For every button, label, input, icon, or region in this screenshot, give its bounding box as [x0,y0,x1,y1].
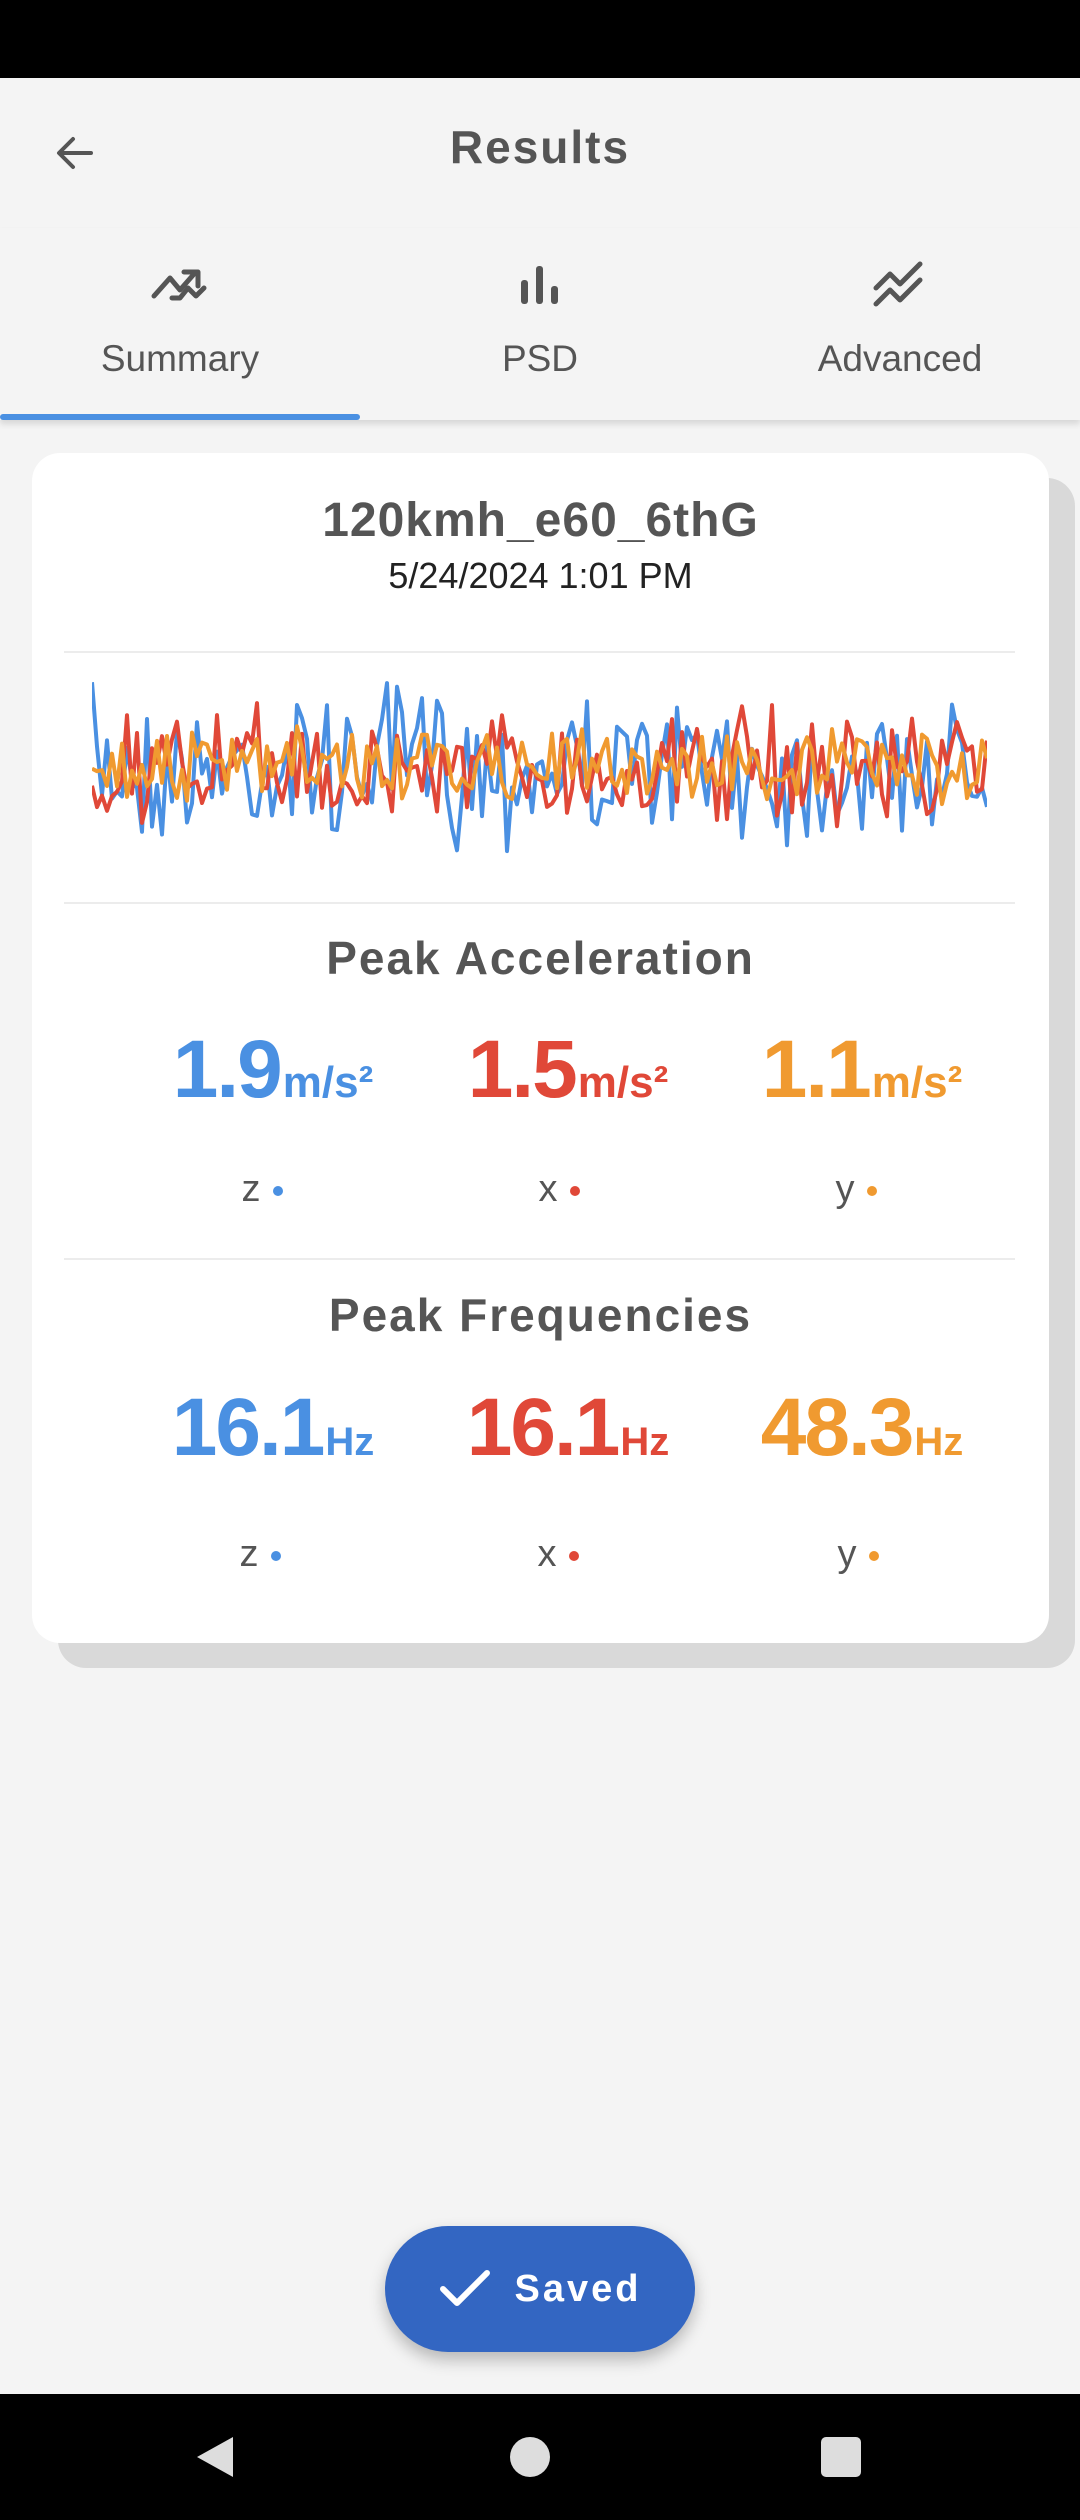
peak-frequency-y-value: 48.3 [760,1382,915,1473]
peak-frequencies-title: Peak Frequencies [328,1289,753,1341]
peak-frequency-x-unit: Hz [620,1420,670,1464]
peak-frequency-y: 48.3Hz [712,1381,1012,1475]
axis-label-z: z [202,1168,322,1211]
status-bar [0,0,1080,78]
recording-date: 5/24/2024 1:01 PM [388,555,693,596]
peak-acceleration-x: 1.5m/s² [418,1023,718,1117]
divider [64,651,1015,653]
peak-acceleration-z-value: 1.9 [172,1024,283,1115]
page-title: Results [449,121,631,173]
divider [64,902,1015,904]
x-color-dot [568,1550,579,1561]
peak-acceleration-z: 1.9m/s² [123,1023,423,1117]
tab-psd-label: PSD [501,338,579,379]
tab-indicator [0,414,360,420]
y-color-dot [868,1550,879,1561]
tab-summary-label: Summary [100,338,260,379]
tab-psd[interactable]: PSD [360,228,720,420]
z-color-dot [270,1550,281,1561]
results-card: 120kmh_e60_6thG 5/24/2024 1:01 PM Peak A… [32,453,1049,1643]
tab-advanced[interactable]: Advanced [720,228,1080,420]
z-color-dot [272,1185,283,1196]
peak-frequency-y-unit: Hz [914,1420,964,1464]
system-nav-bar [0,2394,1080,2520]
axis-label-y: y [796,1168,916,1211]
freq-axis-label-y-text: y [837,1533,857,1575]
bar-chart-icon [360,252,720,316]
freq-axis-label-y: y [798,1533,918,1576]
check-icon [439,2270,490,2306]
nav-recents-icon[interactable] [811,2427,871,2487]
y-color-dot [866,1185,877,1196]
peak-acceleration-y-unit: m/s² [871,1058,963,1107]
divider [64,1258,1015,1260]
app-bar: Results [0,78,1080,228]
tab-advanced-label: Advanced [817,338,983,379]
saved-button-label: Saved [514,2267,642,2310]
tab-summary[interactable]: Summary [0,228,360,420]
signal-sparkline [92,681,987,854]
peak-frequency-z: 16.1Hz [123,1381,423,1475]
peak-acceleration-y: 1.1m/s² [712,1023,1012,1117]
multi-line-icon [720,252,1080,316]
trend-icon [0,252,360,316]
peak-frequency-x-value: 16.1 [466,1382,621,1473]
peak-frequency-z-unit: Hz [325,1420,375,1464]
freq-axis-label-z: z [200,1533,320,1576]
saved-button[interactable]: Saved [385,2226,695,2352]
axis-label-x: x [499,1168,619,1211]
peak-acceleration-z-unit: m/s² [282,1058,374,1107]
back-button[interactable] [30,118,120,188]
tab-bar: Summary PSD Advanced [0,228,1080,420]
freq-axis-label-z-text: z [239,1533,259,1575]
arrow-back-icon [57,137,93,169]
peak-acceleration-x-unit: m/s² [577,1058,669,1107]
axis-label-y-text: y [835,1168,855,1210]
y-trace [92,724,987,807]
peak-acceleration-title: Peak Acceleration [326,932,755,984]
recording-name: 120kmh_e60_6thG [322,494,759,547]
peak-acceleration-x-value: 1.5 [467,1024,578,1115]
peak-frequency-z-value: 16.1 [171,1382,326,1473]
freq-axis-label-x-text: x [537,1533,557,1575]
x-color-dot [569,1185,580,1196]
axis-label-z-text: z [241,1168,261,1210]
axis-label-x-text: x [538,1168,558,1210]
nav-home-icon[interactable] [500,2427,560,2487]
freq-axis-label-x: x [498,1533,618,1576]
peak-acceleration-y-value: 1.1 [761,1024,872,1115]
peak-frequency-x: 16.1Hz [418,1381,718,1475]
nav-back-icon[interactable] [185,2427,245,2487]
